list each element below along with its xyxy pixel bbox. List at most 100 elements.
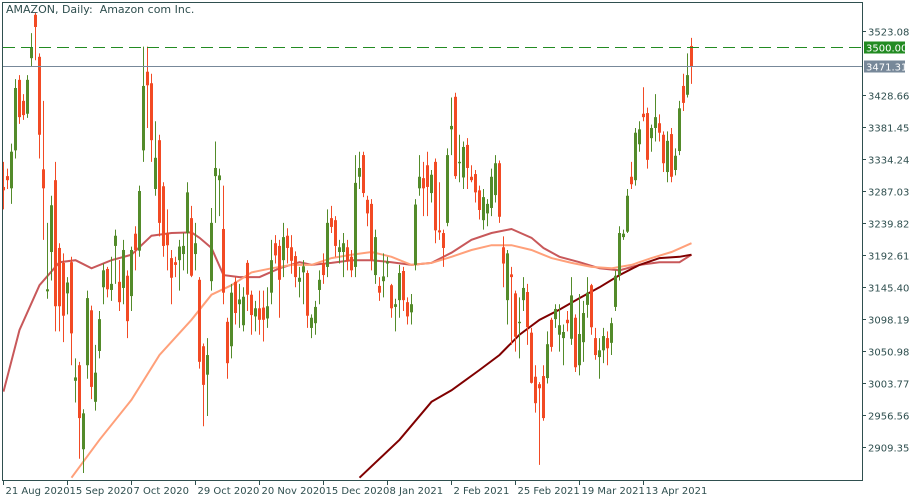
candle-body: [634, 132, 637, 181]
candle-body: [686, 75, 689, 95]
candle: [258, 290, 261, 335]
candle: [154, 121, 157, 196]
candle: [474, 170, 477, 203]
candle: [82, 409, 85, 473]
candle-body: [538, 384, 541, 389]
candle: [118, 260, 121, 311]
y-tick-label: 3428.66: [868, 92, 909, 103]
candle: [150, 73, 153, 162]
candle-body: [158, 140, 161, 223]
candle-body: [218, 175, 221, 181]
candle: [198, 277, 201, 369]
candle-body: [342, 243, 345, 253]
candle-body: [74, 377, 77, 381]
candle: [522, 277, 525, 311]
candle: [450, 97, 453, 156]
candle-body: [330, 218, 333, 227]
candle-body: [226, 321, 229, 364]
x-tick-label: 19 Mar 2021: [582, 486, 645, 497]
candle: [366, 195, 369, 227]
candle-body: [642, 113, 645, 118]
candle-body: [142, 85, 145, 151]
candle-body: [534, 376, 537, 404]
candle-body: [402, 270, 405, 301]
candle-body: [22, 100, 25, 116]
y-tick-label: 3287.03: [868, 188, 909, 199]
candle: [490, 168, 493, 217]
candle-body: [434, 161, 437, 231]
candle: [658, 114, 661, 142]
candle: [182, 233, 185, 271]
candle: [446, 148, 449, 227]
candle-body: [30, 47, 33, 59]
candle: [78, 361, 81, 459]
candle: [46, 222, 49, 299]
candle-body: [3, 186, 5, 191]
candle: [374, 229, 377, 284]
candle: [690, 37, 693, 84]
candle-body: [278, 245, 281, 280]
candle: [142, 46, 145, 162]
candle-body: [582, 313, 585, 343]
candle: [202, 343, 205, 427]
candle: [178, 239, 181, 291]
candle: [10, 143, 13, 204]
candle-body: [486, 203, 489, 214]
candle: [242, 287, 245, 332]
candle-body: [230, 292, 233, 347]
candle: [126, 270, 129, 339]
candle-body: [346, 247, 349, 261]
candle: [134, 226, 137, 271]
y-tick-label: 3334.24: [868, 156, 909, 167]
candle: [590, 283, 593, 335]
candle-body: [578, 334, 581, 366]
candle-body: [626, 195, 629, 232]
candle: [282, 222, 285, 278]
y-tick-label: 3003.77: [868, 380, 909, 391]
candle-body: [98, 319, 101, 351]
candle: [110, 256, 113, 301]
candle-body: [290, 247, 293, 261]
candle: [578, 294, 581, 376]
candle-body: [466, 144, 469, 168]
candle-body: [206, 355, 209, 375]
candle: [546, 331, 549, 384]
candle: [678, 100, 681, 156]
candle: [426, 151, 429, 217]
candle-body: [214, 167, 217, 177]
candle: [246, 260, 249, 311]
candle: [650, 124, 653, 152]
candle: [606, 331, 609, 366]
candle: [218, 168, 221, 217]
candle: [354, 155, 357, 278]
price-level-tag: [864, 41, 905, 54]
candle-body: [602, 336, 605, 351]
candle: [466, 138, 469, 189]
candle-body: [338, 247, 341, 253]
candle-body: [682, 85, 685, 103]
candle-body: [654, 117, 657, 128]
candle-body: [410, 304, 413, 313]
candle-body: [386, 261, 389, 264]
candle-body: [34, 14, 37, 27]
candle: [454, 92, 457, 179]
plot-frame: [2, 2, 863, 481]
candle: [162, 182, 165, 257]
candle: [662, 131, 665, 173]
x-tick-label: 25 Feb 2021: [518, 486, 580, 497]
candle: [22, 94, 25, 120]
candle: [106, 266, 109, 298]
candle-body: [126, 275, 129, 322]
candle: [310, 314, 313, 339]
chart-title: AMAZON, Daily: Amazon com Inc.: [6, 3, 195, 16]
candle: [470, 165, 473, 183]
candle: [370, 199, 373, 271]
candle: [598, 338, 601, 379]
candle-body: [666, 140, 669, 173]
candle-body: [510, 274, 513, 278]
candle: [170, 249, 173, 305]
candle: [26, 75, 29, 118]
candle-body: [306, 273, 309, 316]
candle-body: [54, 180, 57, 307]
candle: [646, 107, 649, 169]
